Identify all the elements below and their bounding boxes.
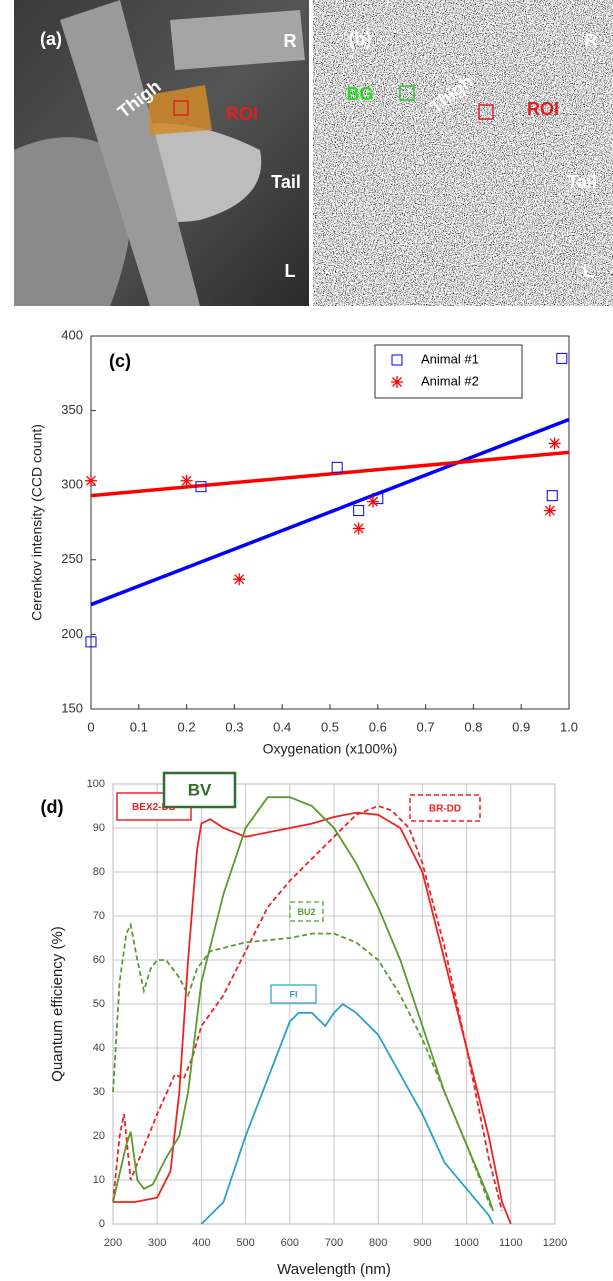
- marker: [556, 352, 568, 364]
- y-tick-label: 250: [61, 551, 83, 566]
- annotation: L: [285, 261, 296, 281]
- series-label-box: [162, 771, 237, 809]
- annotation: R: [585, 31, 598, 51]
- x-tick-label: 1.0: [560, 719, 578, 734]
- y-tick-label: 20: [93, 1130, 105, 1142]
- x-tick-label: 600: [281, 1237, 299, 1249]
- fit-line: [90, 417, 570, 607]
- annotation: Tail: [271, 172, 301, 192]
- marker: [180, 474, 193, 487]
- marker: [85, 474, 97, 487]
- x-tick-label: 700: [325, 1237, 343, 1249]
- x-tick-label: 500: [236, 1237, 254, 1249]
- x-tick-label: 0.9: [512, 719, 530, 734]
- series-line: [112, 796, 494, 1212]
- legend-label: Animal #1: [421, 351, 479, 366]
- panel-title: (c): [109, 351, 131, 371]
- annotation: ROI: [226, 104, 258, 124]
- marker: [543, 504, 556, 517]
- x-tick-label: 0.1: [130, 719, 148, 734]
- y-tick-label: 0: [99, 1218, 105, 1230]
- y-tick-label: 80: [93, 866, 105, 878]
- y-tick-label: 200: [61, 626, 83, 641]
- annotation: ROI: [527, 99, 559, 119]
- y-axis-label: Cerenkov intensity (CCD count): [29, 424, 45, 621]
- marker: [548, 437, 561, 450]
- x-axis-label: Oxygenation (x100%): [263, 741, 398, 757]
- y-tick-label: 400: [61, 327, 83, 342]
- x-tick-label: 0.6: [369, 719, 387, 734]
- y-tick-label: 90: [93, 822, 105, 834]
- series-line: [113, 811, 512, 1225]
- x-tick-label: 900: [413, 1237, 431, 1249]
- marker: [331, 461, 343, 473]
- legend-marker: [391, 354, 403, 366]
- y-tick-label: 100: [87, 778, 105, 790]
- series-line: [112, 922, 494, 1212]
- y-axis-label: Quantum efficiency (%): [49, 926, 66, 1082]
- x-tick-label: 1100: [499, 1237, 523, 1249]
- y-tick-label: 70: [93, 910, 105, 922]
- annotation: BG: [347, 84, 374, 104]
- panel-label: (a): [40, 29, 62, 49]
- marker: [546, 490, 558, 502]
- y-tick-label: 40: [93, 1042, 105, 1054]
- y-tick-label: 300: [61, 477, 83, 492]
- image-a: [14, 0, 309, 306]
- image-b: [313, 0, 613, 306]
- panel-title: (d): [41, 797, 64, 817]
- x-tick-label: 400: [192, 1237, 210, 1249]
- y-tick-label: 60: [93, 954, 105, 966]
- series-label: BR-DD: [429, 804, 461, 815]
- marker: [367, 495, 380, 508]
- x-tick-label: 0.4: [273, 719, 291, 734]
- x-tick-label: 800: [369, 1237, 387, 1249]
- x-tick-label: 300: [148, 1237, 166, 1249]
- series-label: BU2: [297, 907, 315, 917]
- marker: [195, 481, 207, 493]
- plot-frame: [112, 783, 556, 1225]
- x-tick-label: 1000: [454, 1237, 478, 1249]
- legend-label: Animal #2: [421, 373, 479, 388]
- x-tick-label: 0: [87, 719, 94, 734]
- series-label-box: [409, 794, 481, 822]
- annotation: L: [583, 261, 594, 281]
- annotation: R: [284, 31, 297, 51]
- series-label-box: [270, 984, 317, 1004]
- legend-marker: [391, 376, 403, 388]
- y-tick-label: 150: [61, 700, 83, 715]
- panel-label: (b): [349, 29, 372, 49]
- marker: [85, 636, 97, 648]
- x-tick-label: 200: [104, 1237, 122, 1249]
- series-label: FI: [290, 989, 298, 999]
- marker: [233, 573, 246, 586]
- x-tick-label: 0.8: [464, 719, 482, 734]
- x-axis-label: Wavelength (nm): [277, 1261, 391, 1278]
- series-label: BEX2-DD: [132, 802, 176, 813]
- fit-line: [90, 450, 570, 498]
- marker: [352, 522, 365, 535]
- annotation: Tail: [567, 172, 597, 192]
- series-line: [200, 1002, 494, 1225]
- legend-box: [374, 344, 523, 399]
- y-tick-label: 30: [93, 1086, 105, 1098]
- x-tick-label: 0.3: [225, 719, 243, 734]
- x-tick-label: 1200: [543, 1237, 567, 1249]
- x-tick-label: 0.7: [417, 719, 435, 734]
- x-tick-label: 0.2: [178, 719, 196, 734]
- series-label: BV: [188, 780, 212, 799]
- y-tick-label: 350: [61, 402, 83, 417]
- series-label-box: [289, 901, 324, 922]
- y-tick-label: 50: [93, 998, 105, 1010]
- x-tick-label: 0.5: [321, 719, 339, 734]
- y-tick-label: 10: [93, 1174, 105, 1186]
- image-labels: (a) Thigh ROI R Tail L (b) BG Thigh ROI …: [40, 29, 598, 281]
- marker: [353, 505, 365, 517]
